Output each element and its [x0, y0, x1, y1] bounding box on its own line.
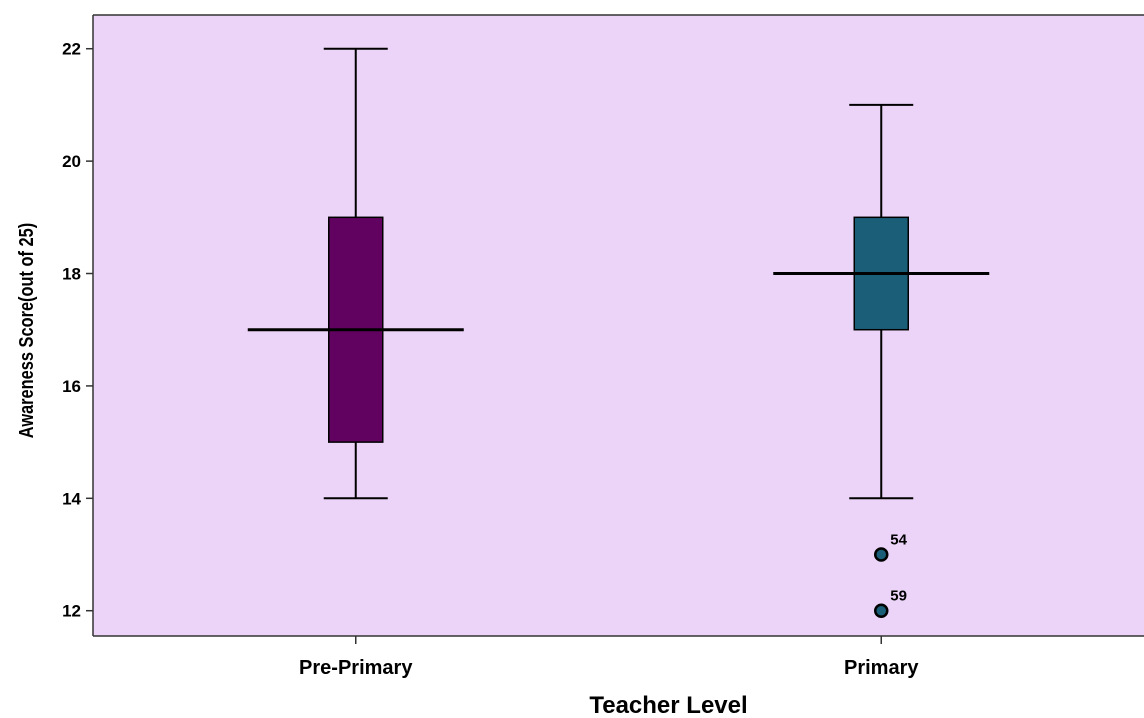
outlier-point [874, 603, 889, 618]
box-group: 54 59 [773, 103, 990, 618]
y-tick-label: 12 [62, 602, 81, 621]
x-tick-label: Primary [844, 657, 919, 679]
plot-area [93, 15, 1144, 636]
y-axis-title: Awareness Score(out of 25) [14, 223, 37, 438]
boxes-layer: 54 59 [247, 47, 990, 618]
y-tick-label: 22 [62, 40, 81, 59]
y-tick-label: 16 [62, 377, 81, 396]
outlier-label: 59 [890, 588, 907, 605]
box-group [247, 47, 464, 500]
x-axis-title: Teacher Level [589, 692, 747, 718]
x-axis: Pre-Primary Primary [299, 636, 919, 679]
y-tick-label: 14 [62, 489, 81, 508]
y-tick-label: 18 [62, 265, 81, 284]
y-axis: 12 14 16 18 20 22 [62, 14, 1144, 637]
outlier-point [874, 547, 889, 562]
x-tick-label: Pre-Primary [299, 657, 413, 679]
y-tick-label: 20 [62, 152, 81, 171]
outlier-label: 54 [890, 532, 907, 549]
